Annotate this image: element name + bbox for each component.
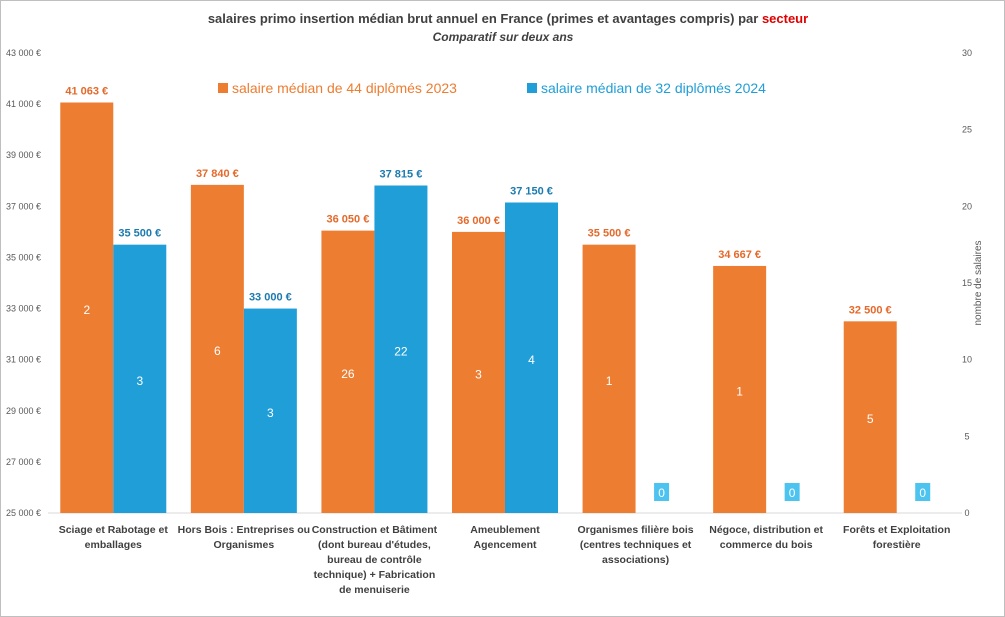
y-tick-label: 35 000 €: [6, 252, 41, 262]
data-label: 36 000 €: [457, 215, 500, 227]
y-tick-label: 25 000 €: [6, 508, 41, 518]
category-label: Organismes: [214, 539, 275, 551]
category-label: Ameublement: [470, 524, 540, 536]
count-label: 1: [606, 374, 613, 388]
y2-tick-label: 0: [964, 508, 969, 518]
plot-area: 25 000 € 27 000 € 29 000 € 31 000 € 33 000 €…: [6, 48, 972, 596]
category-label: forestière: [873, 539, 921, 551]
data-label: 32 500 €: [849, 304, 892, 316]
count-badge: [915, 483, 931, 501]
legend-label: salaire médian de 32 diplômés 2024: [541, 80, 766, 96]
bar: [452, 231, 505, 513]
category-label: associations): [602, 554, 669, 566]
count-badge: [784, 483, 800, 501]
data-label: 36 050 €: [327, 214, 370, 226]
category-label: de menuiserie: [339, 584, 410, 596]
bar: [505, 202, 558, 513]
category-label: bureau de contrôle: [327, 554, 422, 566]
count-label: 0: [789, 486, 796, 500]
data-label: 37 840 €: [196, 168, 239, 180]
y2-tick-label: 5: [964, 431, 969, 441]
data-label: 37 150 €: [510, 186, 553, 198]
category-label: Hors Bois : Entreprises ou: [178, 524, 310, 536]
category-label: emballages: [85, 539, 142, 551]
y-tick-label: 43 000 €: [6, 48, 41, 58]
y2-tick-label: 15: [962, 278, 972, 288]
bar: [374, 185, 428, 513]
data-label: 34 667 €: [718, 249, 761, 261]
count-label: 5: [867, 412, 874, 426]
y2-tick-label: 10: [962, 355, 972, 365]
data-label: 35 500 €: [588, 228, 631, 240]
count-label: 1: [736, 384, 743, 398]
chart-title-prefix: salaires primo insertion médian brut ann…: [208, 11, 762, 26]
count-label: 3: [136, 374, 143, 388]
y2-tick-label: 20: [962, 201, 972, 211]
count-label: 26: [341, 367, 355, 381]
y2-tick-label: 30: [962, 48, 972, 58]
y-tick-label: 39 000 €: [6, 150, 41, 160]
chart-title: salaires primo insertion médian brut ann…: [208, 11, 808, 26]
bar: [190, 184, 244, 513]
bar: [713, 265, 767, 513]
category-label: Négoce, distribution et: [709, 524, 823, 536]
bar: [113, 244, 167, 513]
category-label: (centres techniques et: [580, 539, 692, 551]
count-label: 3: [475, 367, 482, 381]
count-badge: [654, 483, 670, 501]
category-label: Forêts et Exploitation: [843, 524, 950, 536]
count-label: 0: [919, 486, 926, 500]
count-label: 4: [528, 353, 535, 367]
y-tick-label: 29 000 €: [6, 406, 41, 416]
bar: [582, 244, 636, 513]
y-tick-label: 27 000 €: [6, 457, 41, 467]
data-label: 37 815 €: [380, 169, 423, 181]
legend-swatch: [218, 83, 228, 93]
y-tick-label: 37 000 €: [6, 201, 41, 211]
bar: [60, 102, 114, 514]
category-label: Agencement: [473, 539, 537, 551]
y-tick-label: 31 000 €: [6, 355, 41, 365]
count-label: 0: [658, 486, 665, 500]
category-label: technique) + Fabrication: [314, 569, 436, 581]
category-label: (dont bureau d'études,: [318, 539, 431, 551]
count-label: 2: [83, 303, 90, 317]
category-label: Construction et Bâtiment: [312, 524, 438, 536]
data-label: 35 500 €: [118, 228, 161, 240]
data-label: 41 063 €: [65, 86, 108, 98]
chart-subtitle: Comparatif sur deux ans: [433, 30, 574, 44]
chart-title-highlight: secteur: [762, 11, 808, 26]
bar: [843, 321, 897, 513]
bar: [243, 308, 297, 513]
count-label: 6: [214, 344, 221, 358]
y2-axis-label: nombre de salaires: [973, 240, 984, 325]
category-label: Sciage et Rabotage et: [59, 524, 169, 536]
category-label: Organismes filière bois: [578, 524, 694, 536]
y-tick-label: 33 000 €: [6, 304, 41, 314]
legend-label: salaire médian de 44 diplômés 2023: [232, 80, 457, 96]
data-label: 33 000 €: [249, 292, 292, 304]
legend-swatch: [527, 83, 537, 93]
count-label: 3: [267, 406, 274, 420]
category-label: commerce du bois: [720, 539, 813, 551]
y-tick-label: 41 000 €: [6, 99, 41, 109]
count-label: 22: [394, 344, 408, 358]
y2-tick-label: 25: [962, 125, 972, 135]
bar: [321, 230, 375, 513]
